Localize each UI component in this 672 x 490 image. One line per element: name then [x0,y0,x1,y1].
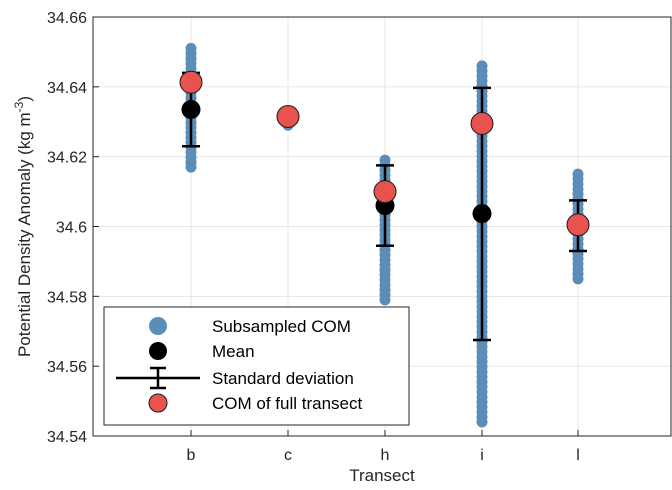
x-tick-label: l [576,447,580,464]
legend-label-stddev: Standard deviation [212,369,354,388]
y-tick-label: 34.56 [47,359,87,376]
mean-point [182,100,201,119]
x-axis-label: Transect [349,466,415,485]
y-tick-label: 34.62 [47,150,87,167]
y-axis-label-close: ) [15,96,34,102]
mean-point [473,204,492,223]
legend-marker-full [149,394,167,412]
legend-label-subsampled: Subsampled COM [212,317,351,336]
y-tick-label: 34.54 [47,429,87,446]
full-transect-point [471,112,493,134]
x-tick-label: c [284,447,292,464]
full-transect-point [180,71,202,93]
y-axis-label-superscript: -3 [12,101,26,112]
y-tick-label: 34.66 [47,10,87,27]
legend-marker-mean [149,342,167,360]
y-tick-label: 34.58 [47,289,87,306]
subsampled-point [186,162,197,173]
y-tick-label: 34.6 [56,220,87,237]
full-transect-point [374,181,396,203]
x-tick-label: i [480,447,484,464]
legend: Subsampled COM Mean Standard deviation C… [104,307,409,425]
subsampled-point [573,273,584,284]
y-axis-label: Potential Density Anomaly (kg m-3) [12,96,34,357]
subsampled-point [380,294,391,305]
legend-label-full: COM of full transect [212,394,362,413]
legend-marker-subsampled [149,317,167,335]
full-transect-point [277,106,299,128]
x-tick-label: h [381,447,390,464]
y-tick-label: 34.64 [47,80,87,97]
legend-label-mean: Mean [212,342,255,361]
subsampled-point [477,417,488,428]
y-axis-label-main: Potential Density Anomaly (kg m [15,112,34,357]
x-tick-label: b [187,447,196,464]
full-transect-point [567,214,589,236]
